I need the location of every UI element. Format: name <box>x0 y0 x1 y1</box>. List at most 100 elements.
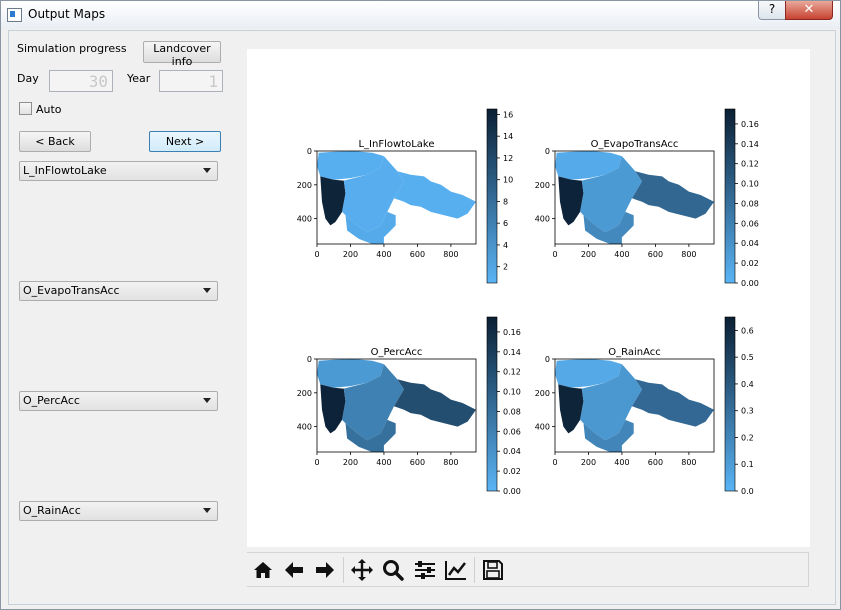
landcover-info-button[interactable]: Landcover info <box>143 41 221 68</box>
x-tick-label: 200 <box>343 458 358 467</box>
colorbar-tick-label: 0.10 <box>741 180 759 189</box>
map-selector-3[interactable]: O_PercAcc <box>19 391 218 411</box>
colorbar <box>486 108 498 284</box>
y-tick-label: 0 <box>545 147 550 156</box>
chevron-down-icon <box>203 398 211 403</box>
navigation-toolbar <box>247 552 809 587</box>
x-tick-label: 0 <box>552 250 557 259</box>
map-selector-2[interactable]: O_EvapoTransAcc <box>19 281 218 301</box>
colorbar-tick-label: 6 <box>503 219 508 228</box>
chevron-down-icon <box>203 168 211 173</box>
region-east <box>394 171 476 219</box>
x-tick-label: 200 <box>581 250 596 259</box>
x-tick-label: 200 <box>581 458 596 467</box>
save-icon[interactable] <box>481 558 505 582</box>
close-button[interactable]: ✕ <box>785 1 833 20</box>
region-west <box>558 176 584 226</box>
region-south <box>583 419 634 452</box>
window-title: Output Maps <box>28 7 106 21</box>
axes-frame <box>554 358 715 453</box>
y-tick-label: 0 <box>307 147 312 156</box>
back-button[interactable]: < Back <box>19 131 91 152</box>
y-tick-label: 200 <box>297 181 312 190</box>
colorbar-tick-label: 0.1 <box>741 460 754 469</box>
colorbar-tick-label: 0.0 <box>741 487 754 496</box>
colorbar <box>724 316 736 492</box>
day-spinbox[interactable]: 30 <box>49 70 113 92</box>
colorbar-tick-label: 0.16 <box>741 120 759 129</box>
map-panel-3: O_PercAcc 0 200 400 600 800 0 200 400 0.00 0.02 0.0… <box>297 316 521 496</box>
map-title: L_InFlowtoLake <box>358 139 434 150</box>
colorbar <box>486 316 498 492</box>
next-button[interactable]: Next > <box>149 131 221 152</box>
region-south <box>583 211 634 244</box>
region-west <box>558 384 584 434</box>
day-value: 30 <box>88 72 108 91</box>
colorbar-tick-label: 0.06 <box>503 427 521 436</box>
colorbar-tick-label: 0.14 <box>741 140 759 149</box>
edit-axis-icon[interactable] <box>444 558 468 582</box>
x-tick-label: 400 <box>376 458 391 467</box>
map-selector-4[interactable]: O_RainAcc <box>19 501 218 521</box>
back-arrow-icon[interactable] <box>282 558 306 582</box>
region-central <box>342 156 404 233</box>
configure-subplots-icon[interactable] <box>413 558 437 582</box>
x-tick-label: 800 <box>681 250 696 259</box>
y-tick-label: 400 <box>535 423 550 432</box>
day-label: Day <box>17 72 39 85</box>
colorbar-tick-label: 0.04 <box>503 447 521 456</box>
x-tick-label: 400 <box>614 250 629 259</box>
region-north <box>555 359 622 388</box>
map-selector-2-value: O_EvapoTransAcc <box>23 284 120 297</box>
axes-frame <box>554 150 715 245</box>
auto-label: Auto <box>36 103 62 116</box>
colorbar-tick-label: 0.3 <box>741 407 754 416</box>
x-tick-label: 600 <box>410 250 425 259</box>
map-panel-1: L_InFlowtoLake 0 200 400 600 800 0 200 400 2 4 6 8 10… <box>297 108 513 284</box>
x-tick-label: 0 <box>552 458 557 467</box>
colorbar-tick-label: 0.2 <box>741 433 754 442</box>
colorbar-tick-label: 0.16 <box>503 328 521 337</box>
colorbar <box>724 108 736 284</box>
map-title: O_PercAcc <box>371 347 423 358</box>
x-tick-label: 600 <box>410 458 425 467</box>
pan-icon[interactable] <box>350 558 374 582</box>
title-bar[interactable]: Output Maps ? ✕ <box>1 1 840 29</box>
colorbar-tick-label: 0.4 <box>741 380 754 389</box>
colorbar-tick-label: 4 <box>503 241 508 250</box>
plot-canvas[interactable]: L_InFlowtoLake 0 200 400 600 800 0 200 400 2 4 6 8 10… <box>247 49 810 547</box>
maps-figure: L_InFlowtoLake 0 200 400 600 800 0 200 400 2 4 6 8 10… <box>297 108 759 496</box>
region-central <box>580 156 642 233</box>
y-tick-label: 400 <box>297 423 312 432</box>
colorbar-tick-label: 0.02 <box>741 259 759 268</box>
y-tick-label: 200 <box>535 181 550 190</box>
help-button[interactable]: ? <box>758 1 786 20</box>
toolbar-separator <box>474 557 475 583</box>
x-tick-label: 600 <box>648 250 663 259</box>
x-tick-label: 400 <box>376 250 391 259</box>
auto-checkbox[interactable] <box>19 102 32 115</box>
region-north <box>317 151 384 180</box>
region-north <box>555 151 622 180</box>
y-tick-label: 200 <box>535 389 550 398</box>
axes-frame <box>316 358 477 453</box>
region-south <box>345 211 396 244</box>
map-selector-1[interactable]: L_InFlowtoLake <box>19 161 218 181</box>
year-spinbox[interactable]: 1 <box>159 70 223 92</box>
zoom-icon[interactable] <box>381 558 405 582</box>
map-title: O_RainAcc <box>608 347 661 358</box>
home-icon[interactable] <box>251 558 275 582</box>
simulation-progress-label: Simulation progress <box>17 42 127 55</box>
map-panel-2: O_EvapoTransAcc 0 200 400 600 800 0 200 400 0.00 0… <box>535 108 759 288</box>
colorbar-tick-label: 0.10 <box>503 388 521 397</box>
colorbar-tick-label: 0.6 <box>741 326 754 335</box>
colorbar-tick-label: 0.08 <box>741 199 759 208</box>
colorbar-tick-label: 14 <box>503 132 513 141</box>
forward-arrow-icon[interactable] <box>313 558 337 582</box>
colorbar-tick-label: 0.06 <box>741 219 759 228</box>
y-tick-label: 400 <box>297 215 312 224</box>
colorbar-tick-label: 16 <box>503 110 513 119</box>
colorbar-tick-label: 0.00 <box>741 279 759 288</box>
x-tick-label: 800 <box>443 250 458 259</box>
